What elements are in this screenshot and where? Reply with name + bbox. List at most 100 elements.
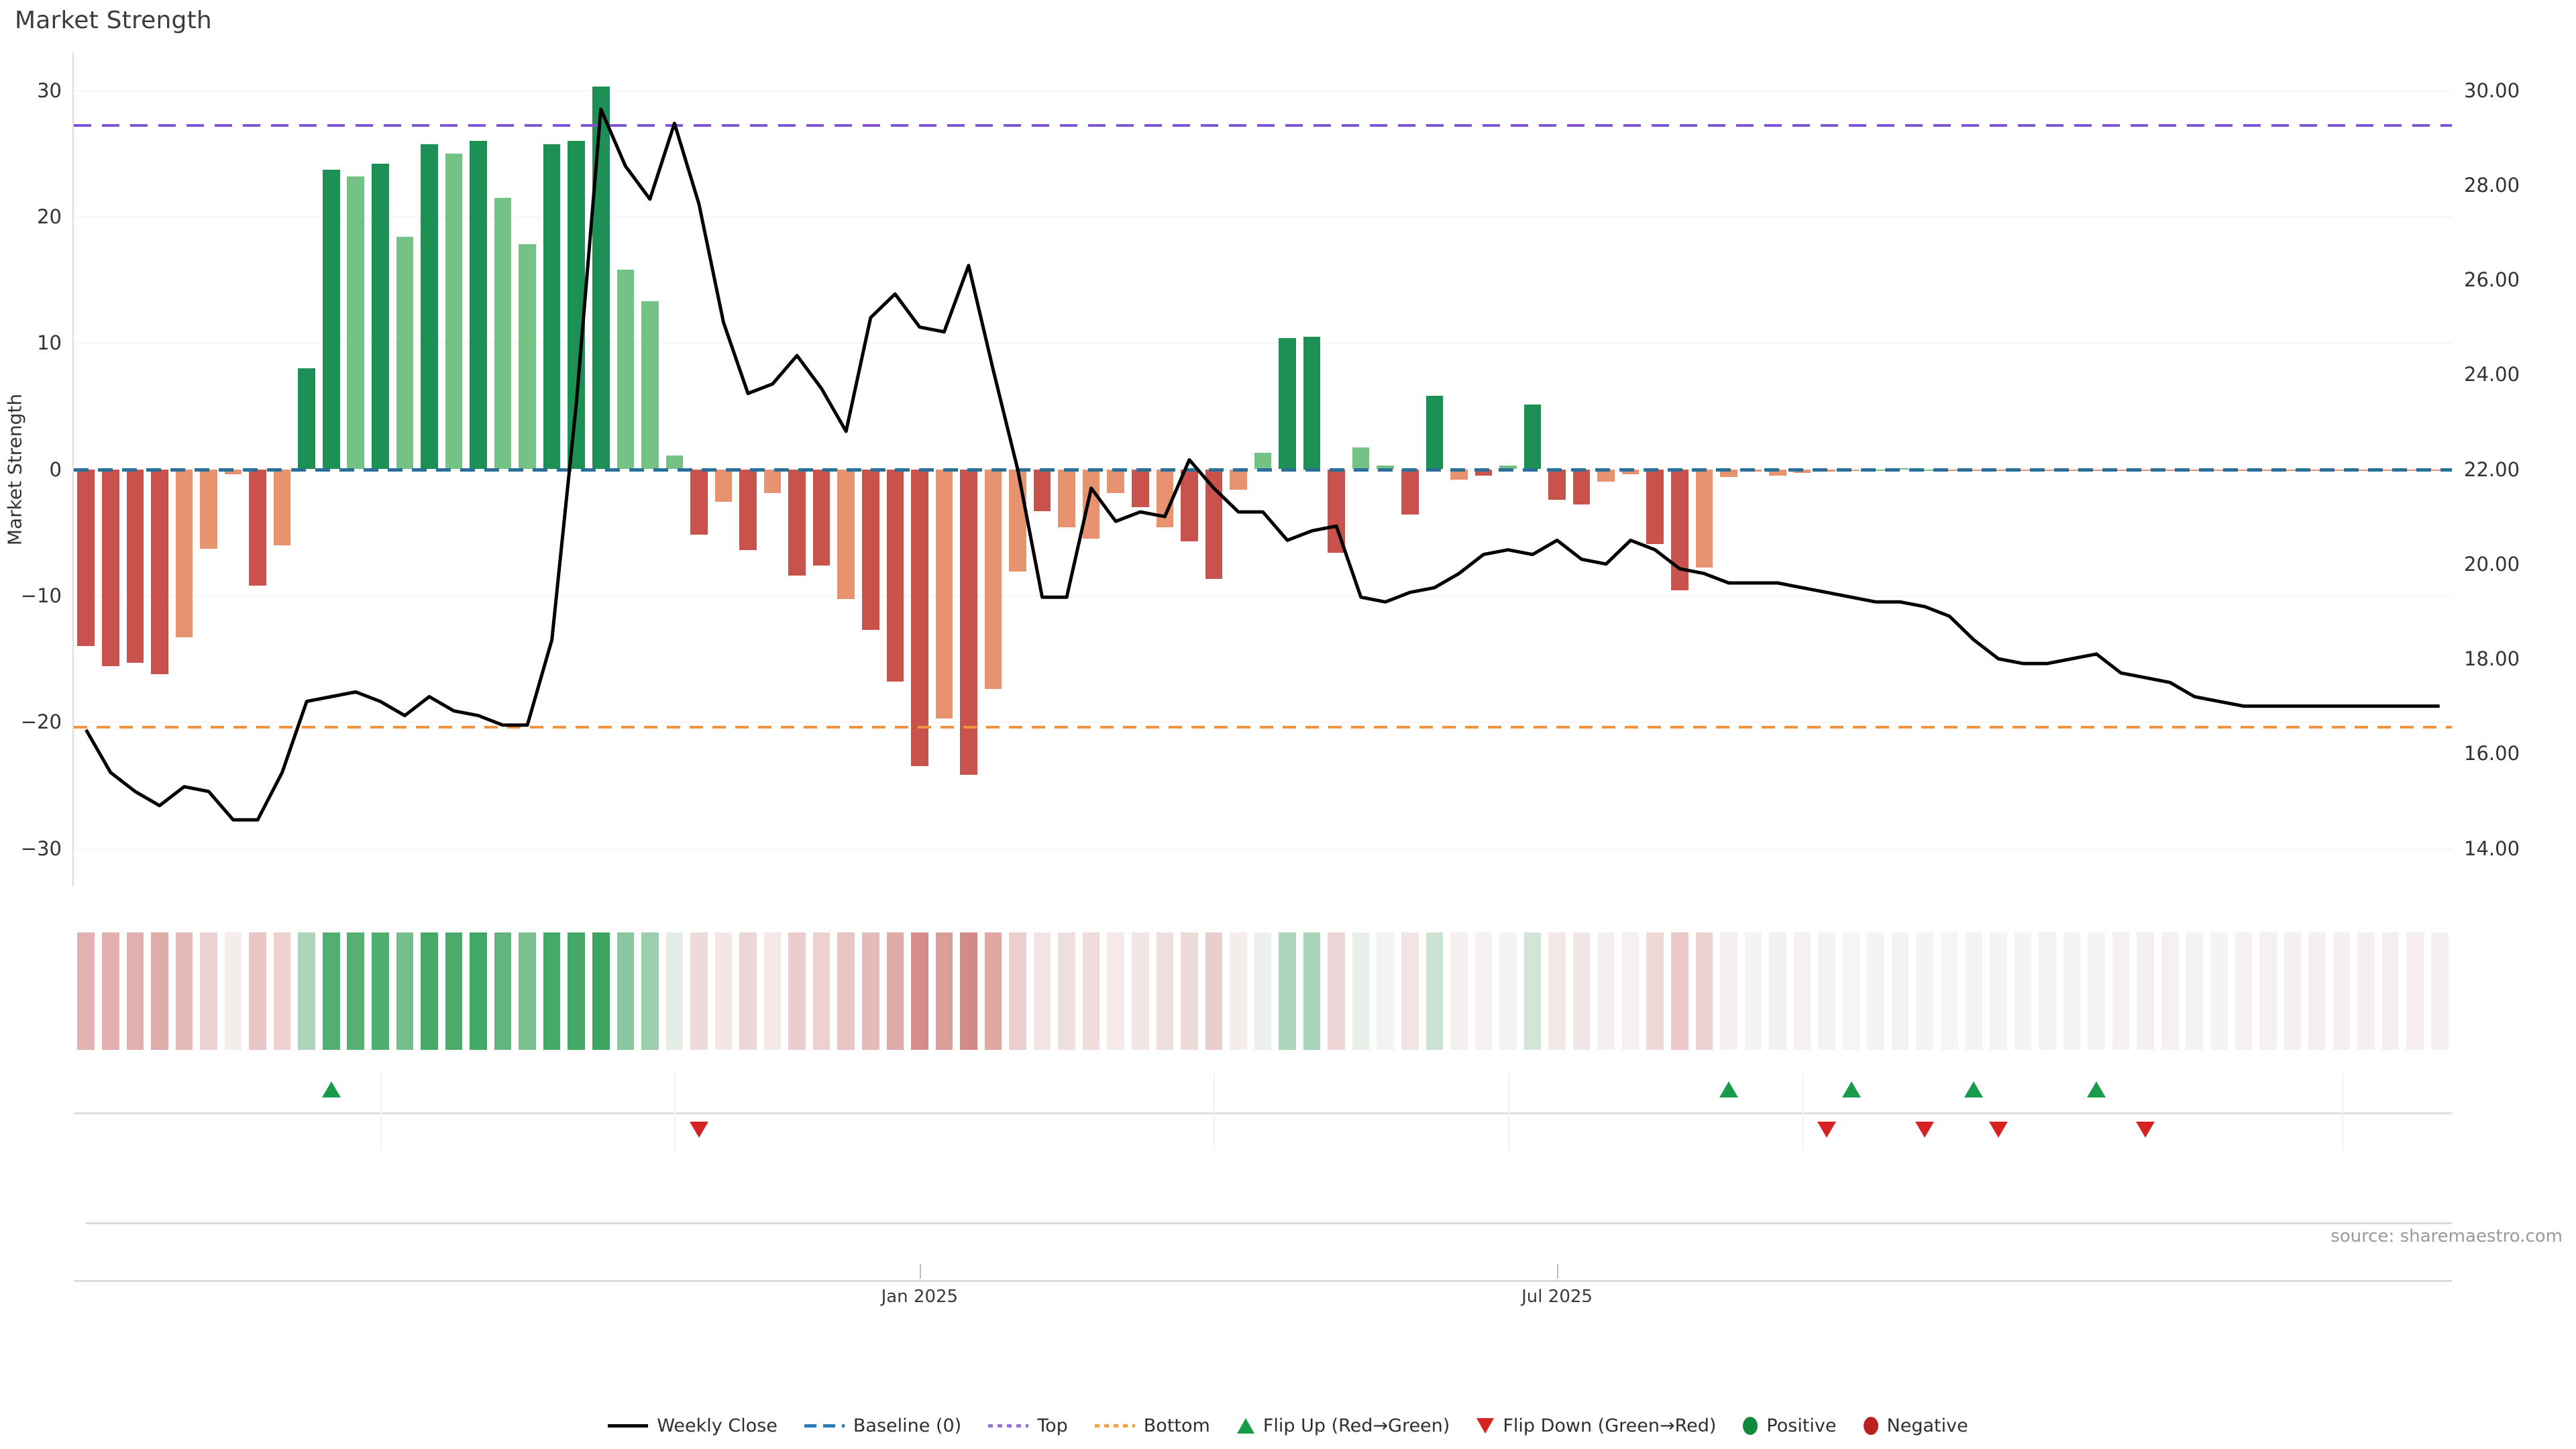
- strength-bar: [1107, 469, 1124, 494]
- flip-panel-gridline: [1214, 1073, 1216, 1150]
- heatmap-cell: [1401, 932, 1419, 1050]
- heatmap-cell: [298, 932, 315, 1050]
- heatmap-cell: [126, 932, 144, 1050]
- heatmap-cell: [1941, 932, 1958, 1050]
- legend-item-flip-down[interactable]: Flip Down (Green→Red): [1477, 1415, 1716, 1436]
- heatmap-cell: [984, 932, 1002, 1050]
- heatmap-cell: [1744, 932, 1762, 1050]
- y2-tick-label: 28.00: [2464, 173, 2520, 197]
- heatmap-cell: [837, 932, 855, 1050]
- strength-bar: [886, 469, 904, 682]
- legend-item-top[interactable]: Top: [988, 1415, 1068, 1436]
- strength-bar: [519, 244, 536, 470]
- flip-panel-gridline: [1802, 1073, 1804, 1150]
- bottom-reference-line: [74, 725, 2452, 729]
- strength-bar: [1352, 447, 1370, 470]
- strength-bar: [1523, 405, 1542, 470]
- flip-up-marker: [1719, 1081, 1738, 1097]
- chart-legend: Weekly Close Baseline (0) Top Bottom Flip Up…: [0, 1415, 2576, 1436]
- y2-tick-label: 22.00: [2464, 458, 2520, 481]
- main-plot-area: Market Strength Weekly Close Price 30201…: [4, 52, 2576, 886]
- legend-item-baseline[interactable]: Baseline (0): [804, 1415, 961, 1436]
- strength-bar: [812, 469, 830, 566]
- heatmap-cell: [1328, 932, 1345, 1050]
- heatmap-cell: [1279, 932, 1296, 1050]
- x-tick-mark: [1557, 1264, 1559, 1279]
- heatmap-cell: [861, 932, 879, 1050]
- heatmap-cell: [445, 932, 463, 1050]
- legend-item-weekly-close[interactable]: Weekly Close: [608, 1415, 777, 1436]
- heatmap-cell: [1695, 932, 1713, 1050]
- heatmap-cell: [886, 932, 904, 1050]
- heatmap-cell: [1597, 932, 1615, 1050]
- heatmap-cell: [1377, 932, 1395, 1050]
- heatmap-cell: [470, 932, 487, 1050]
- heatmap-cell: [1474, 932, 1493, 1050]
- y2-tick-label: 20.00: [2464, 552, 2520, 576]
- top-reference-line: [74, 124, 2452, 127]
- strength-bar: [175, 469, 193, 637]
- flip-down-marker: [1915, 1122, 1935, 1138]
- legend-item-negative[interactable]: Negative: [1863, 1415, 1968, 1436]
- heatmap-cell: [1303, 932, 1321, 1050]
- heatmap-cell: [1082, 932, 1100, 1050]
- heatmap-cell: [690, 932, 708, 1050]
- heatmap-cell: [2137, 932, 2154, 1050]
- x-tick-mark: [919, 1264, 921, 1279]
- legend-item-bottom[interactable]: Bottom: [1094, 1415, 1210, 1436]
- heatmap-cell: [151, 932, 168, 1050]
- heatmap-cell: [224, 932, 242, 1050]
- heatmap-cell: [1548, 932, 1566, 1050]
- heatmap-cell: [1965, 932, 1983, 1050]
- strength-bar: [1279, 337, 1296, 470]
- legend-label: Weekly Close: [657, 1415, 777, 1436]
- heatmap-cell: [1769, 932, 1786, 1050]
- strength-bar: [273, 469, 291, 545]
- strength-bar: [1156, 469, 1174, 528]
- left-axis-label: Market Strength: [3, 393, 26, 545]
- heatmap-cell: [2430, 932, 2449, 1050]
- heatmap-cell: [1793, 932, 1811, 1050]
- y-tick-label: −10: [20, 584, 62, 607]
- legend-item-flip-up[interactable]: Flip Up (Red→Green): [1236, 1415, 1450, 1436]
- heatmap-cell: [2088, 932, 2105, 1050]
- source-credit: source: sharemaestro.com: [2330, 1226, 2563, 1246]
- strength-bar: [200, 469, 217, 549]
- strength-bar: [77, 469, 95, 647]
- heatmap-cell: [543, 932, 561, 1050]
- strength-bar: [396, 236, 414, 470]
- y-tick-label: 0: [49, 458, 62, 481]
- heatmap-cell: [1572, 932, 1591, 1050]
- strength-bar: [1646, 469, 1664, 544]
- flip-up-swatch-icon: [1236, 1418, 1254, 1434]
- y2-tick-label: 16.00: [2464, 742, 2520, 765]
- strength-bar: [1426, 396, 1444, 470]
- heatmap-cell: [322, 932, 340, 1050]
- baseline-reference-line: [74, 468, 2452, 472]
- heatmap-cell: [77, 932, 95, 1050]
- heatmap-cell: [1107, 932, 1124, 1050]
- flip-panel-gridline: [1507, 1073, 1509, 1150]
- legend-item-positive[interactable]: Positive: [1743, 1415, 1837, 1436]
- heatmap-cell: [2406, 932, 2424, 1050]
- heatmap-cell: [1230, 932, 1247, 1050]
- heatmap-cell: [763, 932, 782, 1050]
- heatmap-cell: [960, 932, 977, 1050]
- flip-up-marker: [2087, 1081, 2106, 1097]
- strength-bar: [568, 140, 585, 470]
- heatmap-cell: [1131, 932, 1149, 1050]
- strength-bar: [665, 455, 684, 470]
- flip-down-swatch-icon: [1477, 1418, 1495, 1434]
- heatmap-cell: [2357, 932, 2375, 1050]
- heatmap-cell: [641, 932, 659, 1050]
- strength-bar: [1131, 469, 1149, 507]
- strength-bar: [102, 469, 119, 667]
- strength-bar: [126, 469, 144, 663]
- heatmap-cell: [1009, 932, 1026, 1050]
- heatmap-cell: [2210, 932, 2228, 1050]
- strength-bar: [984, 469, 1002, 690]
- heatmap-cell: [1720, 932, 1737, 1050]
- x-tick-label: Jan 2025: [881, 1287, 959, 1307]
- heatmap-cell: [616, 932, 635, 1050]
